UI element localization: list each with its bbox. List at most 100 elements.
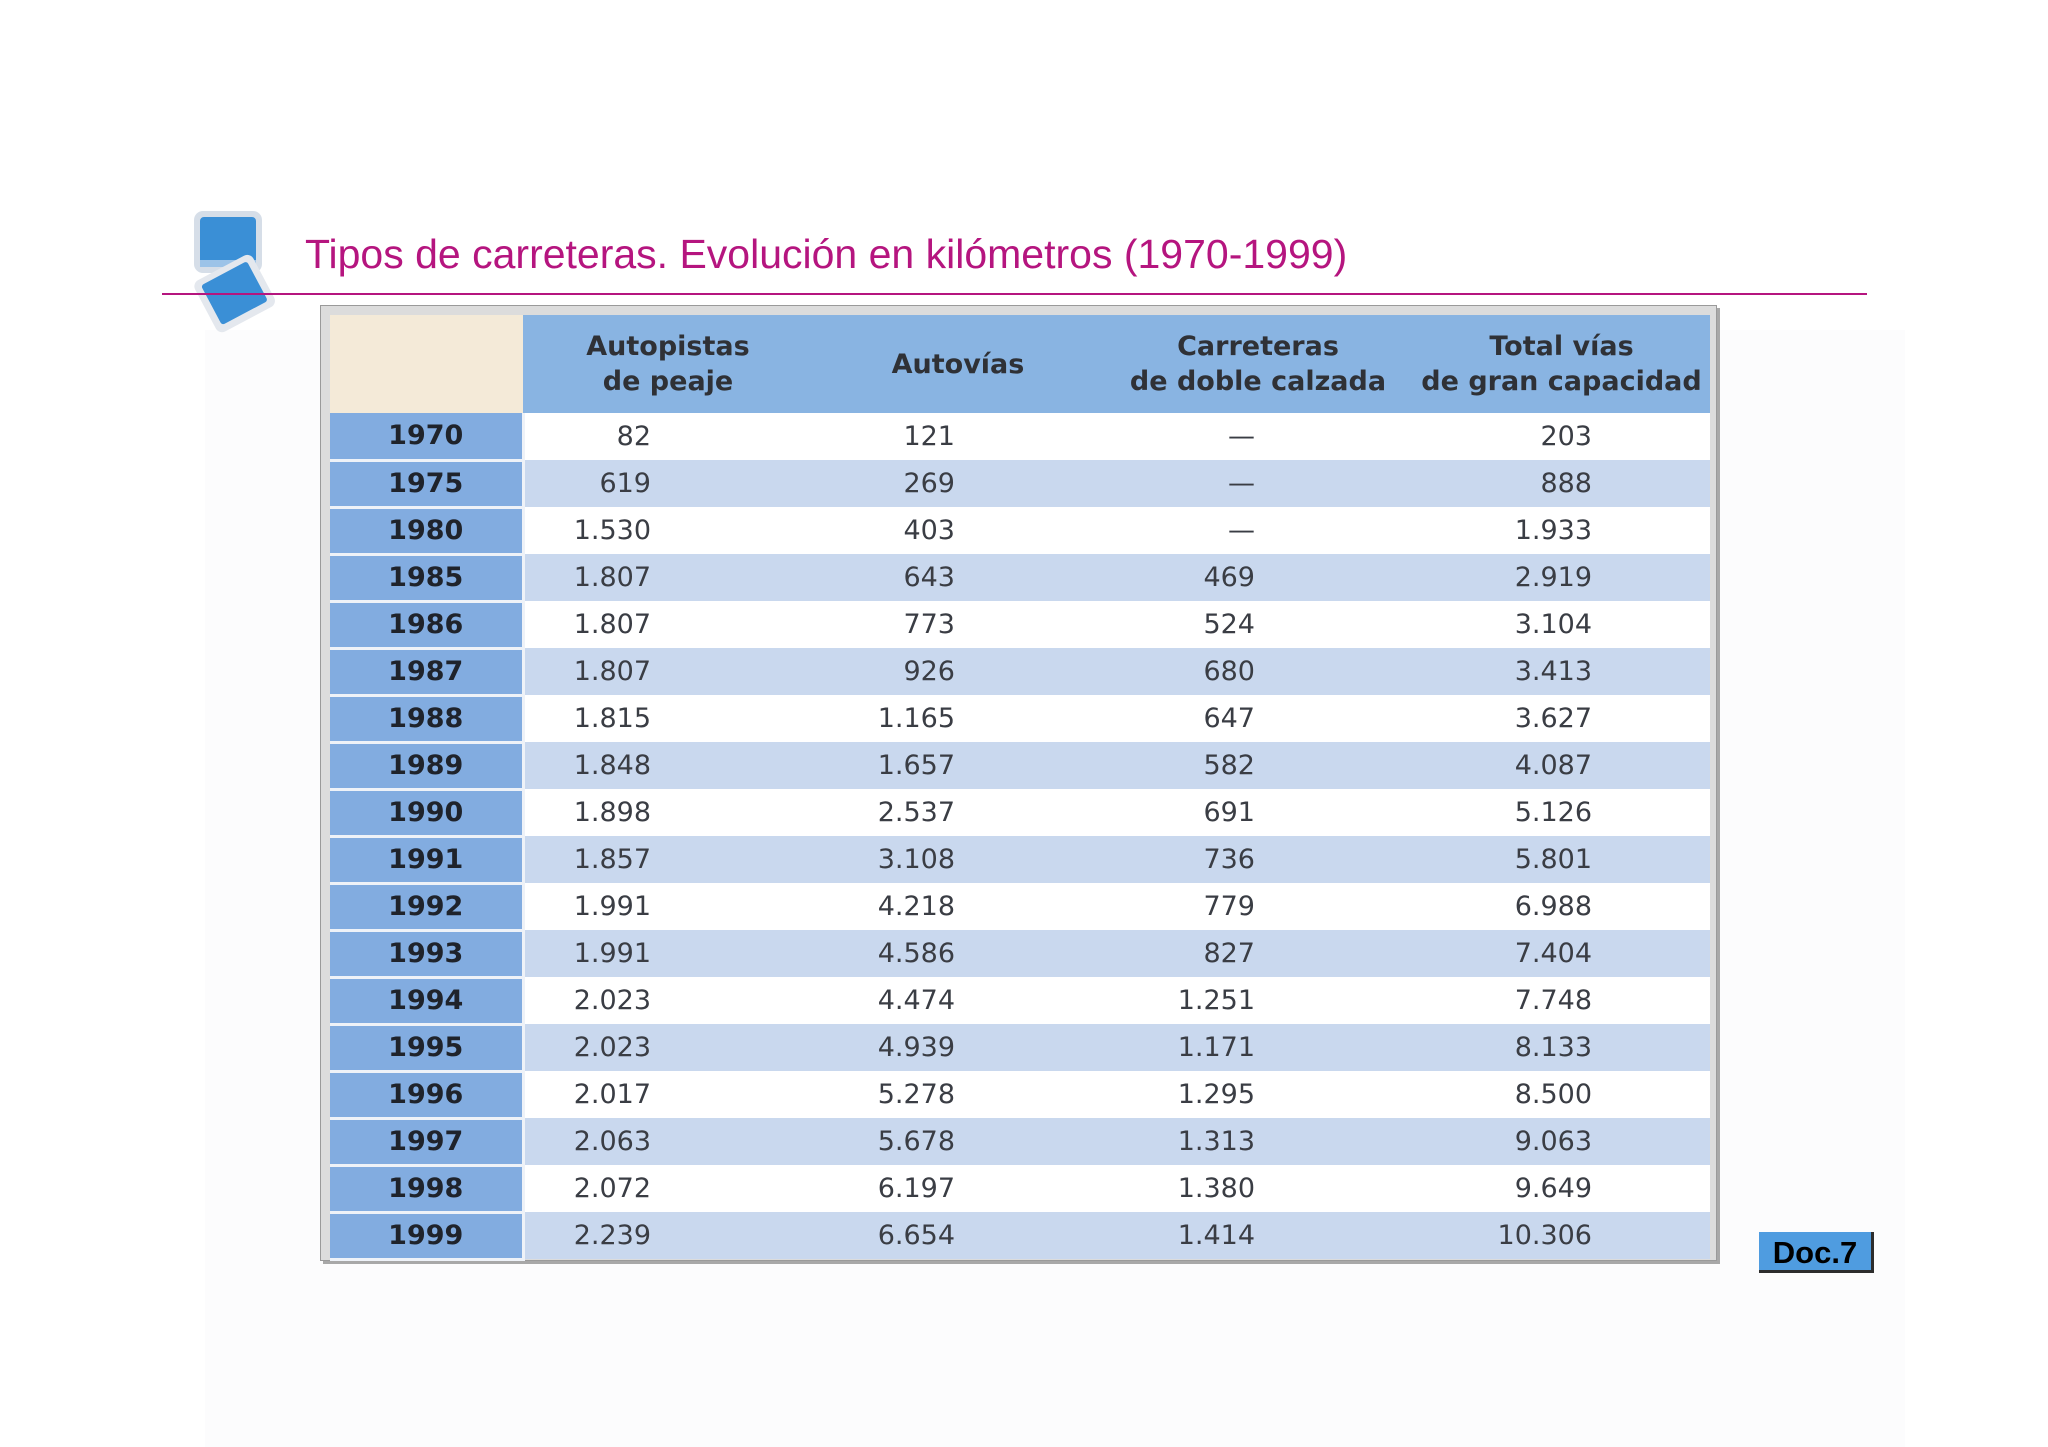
value-cell: 1.848 [523,742,813,789]
year-cell: 1998 [330,1165,525,1214]
value-cell: 1.313 [1103,1118,1413,1165]
value-cell: 82 [523,413,813,460]
doc-label: Doc.7 [1759,1232,1874,1273]
table-row: 1993 1.991 4.586 827 7.404 [330,930,1710,979]
value-cell: 643 [813,554,1103,601]
value-cell: 619 [523,460,813,507]
value-cell: 5.678 [813,1118,1103,1165]
value-cell: 773 [813,601,1103,648]
year-cell: 1993 [330,930,525,979]
header-line: de doble calzada [1129,366,1387,397]
value-cell: 269 [813,460,1103,507]
header-line: de peaje [602,366,734,397]
value-cell: 1.807 [523,554,813,601]
value-cell: 1.857 [523,836,813,883]
value-cell: 1.414 [1103,1212,1413,1259]
table-row: 1992 1.991 4.218 779 6.988 [330,883,1710,932]
value-cell: 1.898 [523,789,813,836]
value-cell: — [1103,460,1413,507]
year-cell: 1980 [330,507,525,556]
value-cell: 3.104 [1413,601,1710,648]
value-cell: 2.023 [523,1024,813,1071]
value-cell: 5.801 [1413,836,1710,883]
value-cell: 691 [1103,789,1413,836]
header-line: de gran capacidad [1421,366,1702,397]
value-cell: 403 [813,507,1103,554]
value-cell: 10.306 [1413,1212,1710,1259]
year-cell: 1999 [330,1212,525,1261]
value-cell: 469 [1103,554,1413,601]
table-row: 1986 1.807 773 524 3.104 [330,601,1710,650]
table-row: 1970 82 121—203 [330,413,1710,462]
value-cell: 926 [813,648,1103,695]
value-cell: 7.748 [1413,977,1710,1024]
value-cell: 5.126 [1413,789,1710,836]
table-row: 1990 1.898 2.537 691 5.126 [330,789,1710,838]
table-corner [330,315,523,413]
value-cell: 8.500 [1413,1071,1710,1118]
table-row: 1987 1.807 926 680 3.413 [330,648,1710,697]
table-row: 1980 1.530 403—1.933 [330,507,1710,556]
column-header-autopistas: Autopistas de peaje [523,315,813,413]
header-line: Total vías [1489,331,1634,362]
value-cell: 1.815 [523,695,813,742]
year-cell: 1994 [330,977,525,1026]
value-cell: 9.649 [1413,1165,1710,1212]
monitor-slides-icon [194,211,275,333]
table-row: 1999 2.239 6.654 1.414 10.306 [330,1212,1710,1261]
table-body: 1970 82 121—203 1975 619 269—888 1980 1.530 403—… [330,413,1710,1261]
column-header-total: Total vías de gran capacidad [1413,315,1710,413]
year-cell: 1970 [330,413,525,462]
value-cell: 2.017 [523,1071,813,1118]
value-cell: 1.807 [523,648,813,695]
value-cell: 4.939 [813,1024,1103,1071]
year-cell: 1990 [330,789,525,838]
year-cell: 1988 [330,695,525,744]
page-title: Tipos de carreteras. Evolución en kilóme… [305,231,1348,277]
value-cell: 3.108 [813,836,1103,883]
header-line: Autopistas [586,331,750,362]
year-cell: 1989 [330,742,525,791]
value-cell: 7.404 [1413,930,1710,977]
table-row: 1975 619 269—888 [330,460,1710,509]
year-cell: 1991 [330,836,525,885]
value-cell: 1.991 [523,930,813,977]
year-cell: 1996 [330,1071,525,1120]
value-cell: 1.657 [813,742,1103,789]
table-header-row: Autopistas de peaje Autovías Carreteras … [330,315,1710,413]
value-cell: 3.627 [1413,695,1710,742]
value-cell: 680 [1103,648,1413,695]
value-cell: — [1103,413,1413,460]
year-cell: 1987 [330,648,525,697]
table-row: 1991 1.857 3.108 736 5.801 [330,836,1710,885]
value-cell: 2.239 [523,1212,813,1259]
table-row: 1988 1.815 1.165 647 3.627 [330,695,1710,744]
value-cell: 1.807 [523,601,813,648]
year-cell: 1986 [330,601,525,650]
value-cell: 2.072 [523,1165,813,1212]
value-cell: 1.295 [1103,1071,1413,1118]
value-cell: 6.197 [813,1165,1103,1212]
table-row: 1996 2.017 5.278 1.295 8.500 [330,1071,1710,1120]
table-row: 1985 1.807 643 469 2.919 [330,554,1710,603]
value-cell: 121 [813,413,1103,460]
column-header-doble-calzada: Carreteras de doble calzada [1103,315,1413,413]
value-cell: — [1103,507,1413,554]
year-cell: 1985 [330,554,525,603]
value-cell: 203 [1413,413,1710,460]
value-cell: 4.586 [813,930,1103,977]
header-line: Autovías [891,348,1025,380]
value-cell: 2.063 [523,1118,813,1165]
value-cell: 4.474 [813,977,1103,1024]
column-header-autovias: Autovías [813,315,1103,413]
value-cell: 1.251 [1103,977,1413,1024]
value-cell: 5.278 [813,1071,1103,1118]
value-cell: 524 [1103,601,1413,648]
year-cell: 1992 [330,883,525,932]
value-cell: 827 [1103,930,1413,977]
value-cell: 779 [1103,883,1413,930]
road-types-table: Autopistas de peaje Autovías Carreteras … [330,315,1712,1261]
value-cell: 4.087 [1413,742,1710,789]
table-row: 1995 2.023 4.939 1.171 8.133 [330,1024,1710,1073]
value-cell: 1.165 [813,695,1103,742]
